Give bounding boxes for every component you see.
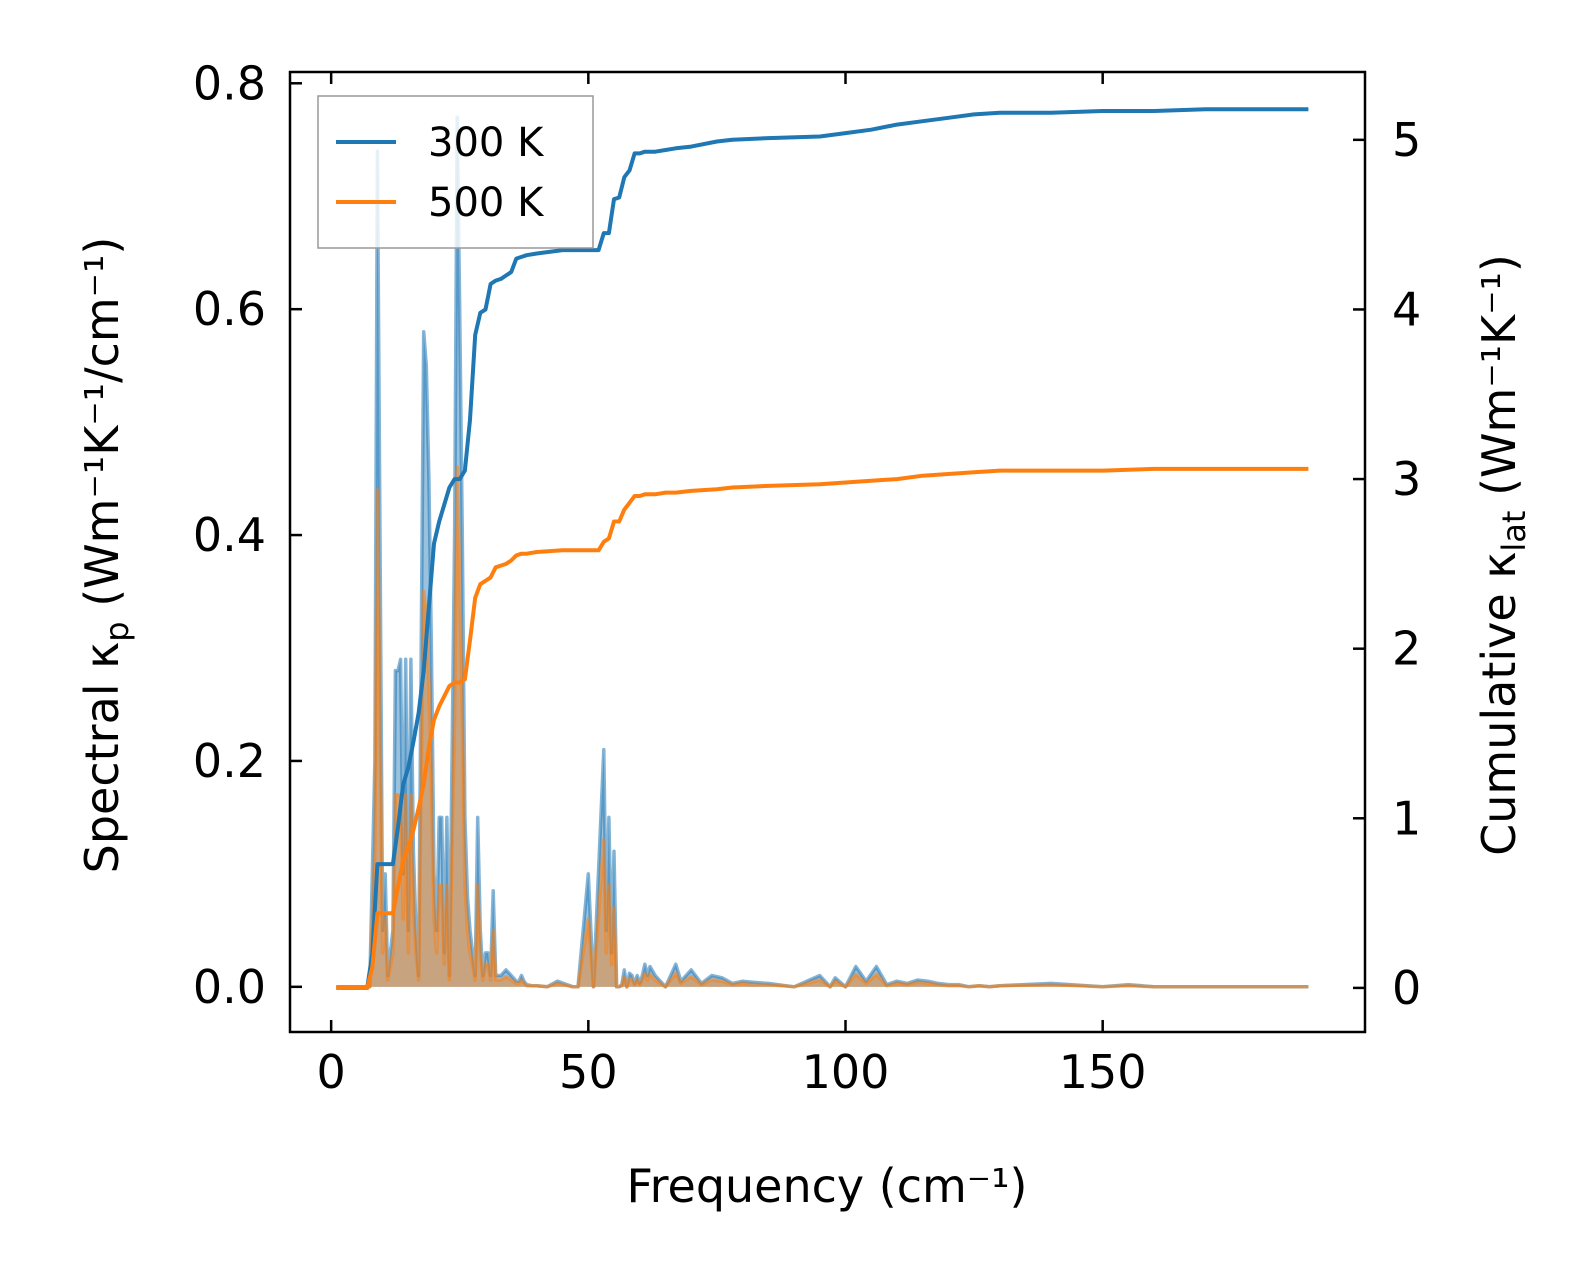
x-tick-label: 0 (317, 1045, 346, 1099)
y-right-tick-label: 1 (1392, 791, 1421, 845)
y-axis-right: 0 1 2 3 4 5 (1353, 113, 1421, 1015)
y-left-tick-label: 0.6 (193, 282, 266, 336)
y-right-tick-label: 3 (1392, 452, 1421, 506)
y-left-tick-label: 0.0 (193, 960, 266, 1014)
x-tick-label: 50 (559, 1045, 618, 1099)
y-right-tick-label: 5 (1392, 113, 1421, 167)
y-axis-left-label: Spectral κp (Wm⁻¹K⁻¹/cm⁻¹) (75, 237, 136, 874)
y-left-tick-label: 0.2 (193, 734, 266, 788)
legend-box (317, 95, 594, 249)
spectral-layer (336, 115, 1309, 989)
spectral-line-2 (336, 115, 1309, 989)
y-left-tick-label: 0.8 (193, 56, 266, 110)
y-left-tick-label: 0.4 (193, 508, 266, 562)
x-tick-label: 100 (802, 1045, 890, 1099)
cumulative-line-500k (336, 466, 1309, 990)
x-axis-label: Frequency (cm⁻¹) (627, 1159, 1028, 1213)
x-tick-label: 150 (1059, 1045, 1147, 1099)
spectral-line-3 (336, 465, 1309, 989)
y-right-tick-label: 2 (1392, 622, 1421, 676)
cumulative-layer (336, 107, 1309, 990)
y-right-tick-label: 4 (1392, 282, 1421, 336)
y-right-tick-label: 0 (1392, 961, 1421, 1015)
cumulative-line-300k (336, 107, 1309, 990)
legend: 300 K 500 K (317, 95, 594, 249)
y-axis-right-label: Cumulative κlat (Wm⁻¹K⁻¹) (1472, 254, 1533, 856)
legend-label-500k: 500 K (428, 180, 545, 226)
legend-label-300k: 300 K (428, 120, 545, 166)
plot-frame (288, 70, 1367, 1034)
y-axis-left: 0.0 0.2 0.4 0.6 0.8 (193, 56, 302, 1014)
x-axis: 0 50 100 150 (317, 72, 1147, 1099)
